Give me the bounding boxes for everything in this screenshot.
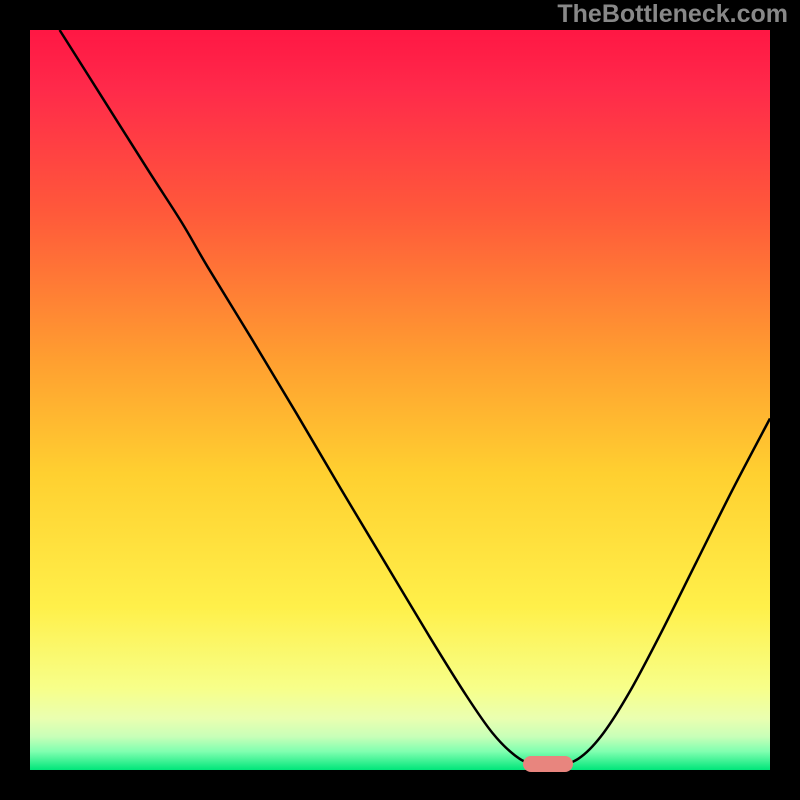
- watermark-text: TheBottleneck.com: [557, 0, 788, 29]
- bottleneck-chart: [30, 30, 770, 770]
- bottleneck-curve: [30, 30, 770, 770]
- optimal-point-marker: [523, 756, 573, 772]
